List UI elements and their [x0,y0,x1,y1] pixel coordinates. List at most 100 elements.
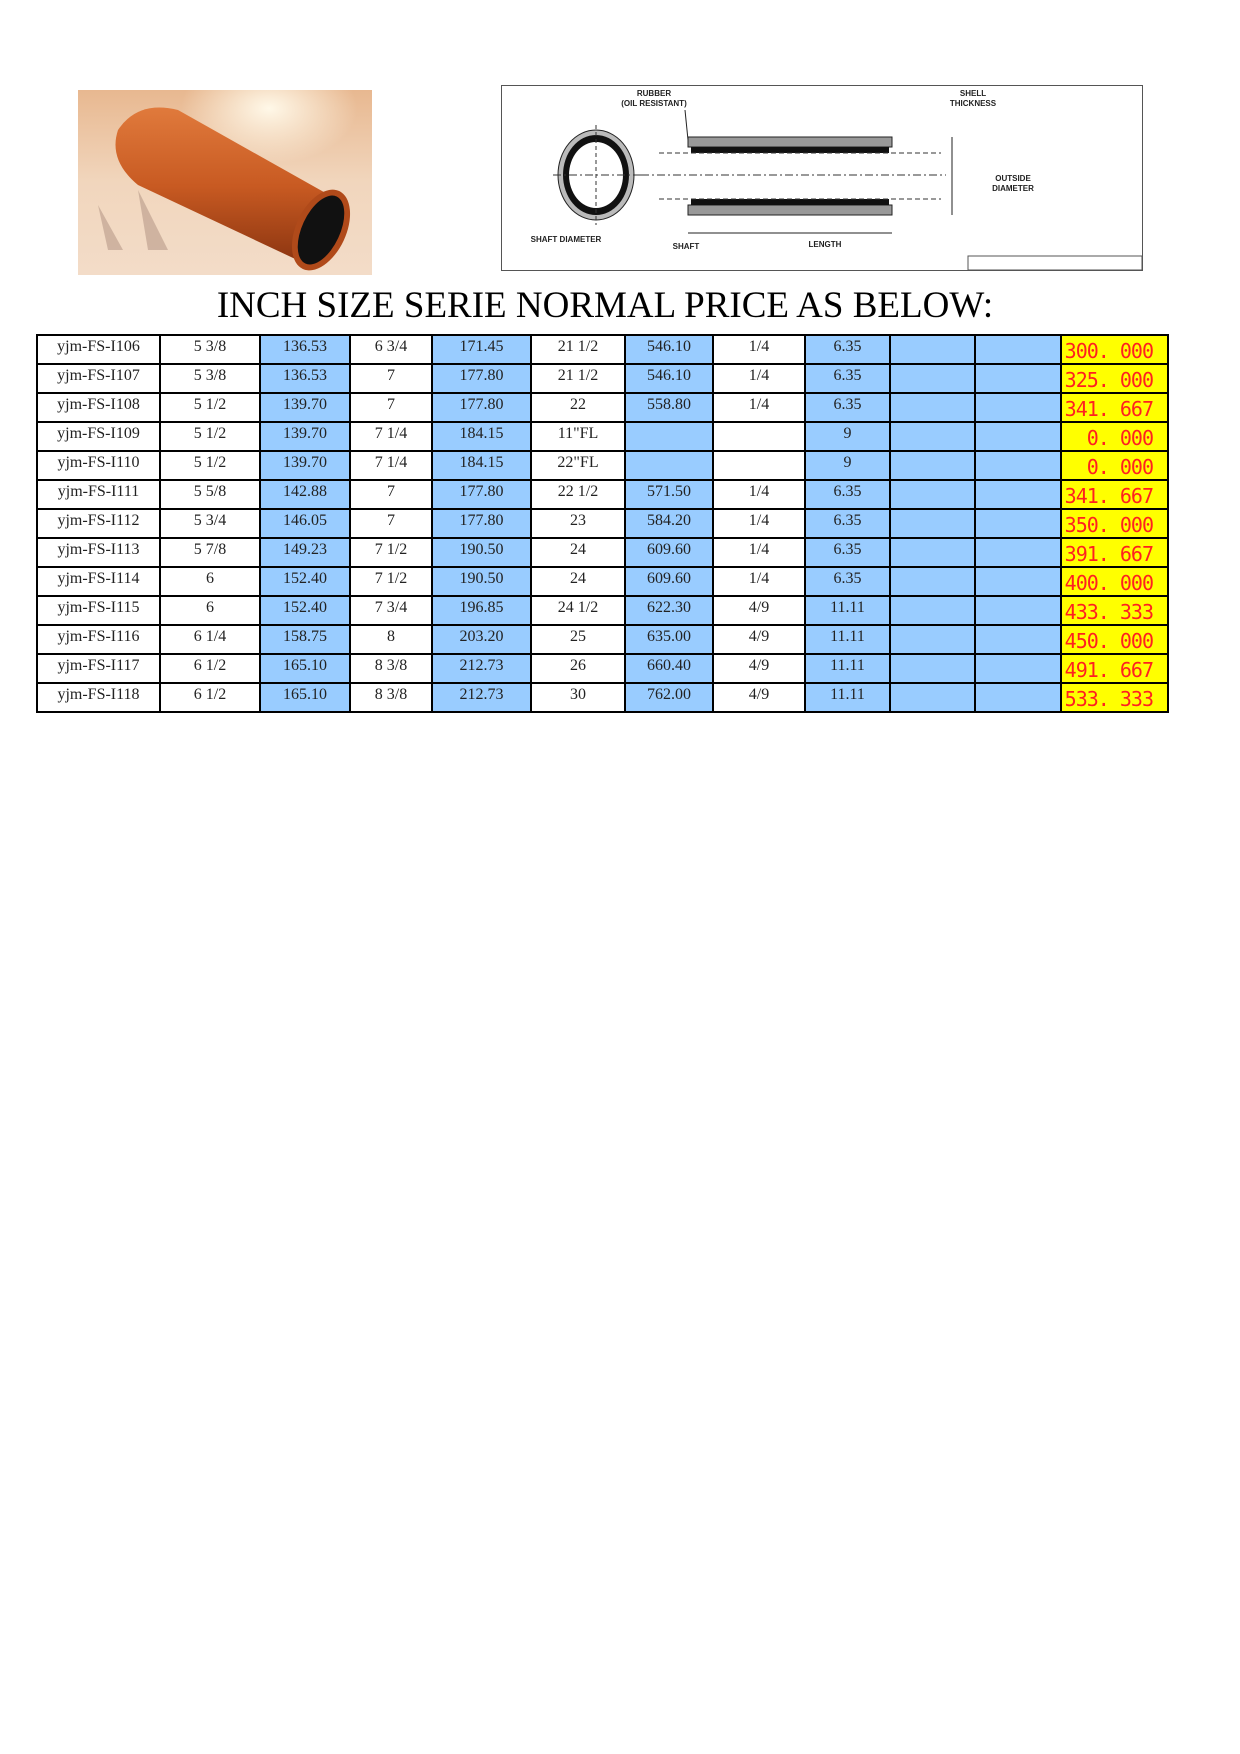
cell-price: 341. 667 [1060,392,1169,423]
cell-length-mm: 635.00 [624,624,714,655]
cell-shell-mm: 6.35 [804,479,891,510]
cell-model: yjm-FS-I110 [36,450,161,481]
cell-length-inch: 21 1/2 [530,334,626,365]
cell-length-mm: 609.60 [624,566,714,597]
cell-shell-mm: 11.11 [804,682,891,713]
cell-model: yjm-FS-I111 [36,479,161,510]
cell-shell-inch [712,450,806,481]
cell-size-inch: 5 3/4 [159,508,261,539]
table-row: yjm-FS-I109 5 1/2 139.70 7 1/4 184.15 11"FL 9 0… [36,421,1169,452]
cell-od-inch: 7 3/4 [349,595,433,626]
label-thickness: THICKNESS [950,99,997,108]
cell-blank-a [889,363,976,394]
cell-price: 325. 000 [1060,363,1169,394]
cell-length-mm: 558.80 [624,392,714,423]
cell-length-inch: 22"FL [530,450,626,481]
cell-size-inch: 6 [159,566,261,597]
cell-shell-inch: 1/4 [712,334,806,365]
cell-price: 400. 000 [1060,566,1169,597]
cell-shell-inch: 4/9 [712,653,806,684]
cell-size-mm: 165.10 [259,682,351,713]
cell-blank-a [889,421,976,452]
label-shaft: SHAFT [673,242,700,251]
cell-model: yjm-FS-I118 [36,682,161,713]
cell-model: yjm-FS-I113 [36,537,161,568]
cell-shell-inch: 4/9 [712,595,806,626]
cell-size-mm: 152.40 [259,566,351,597]
cell-size-mm: 149.23 [259,537,351,568]
cell-shell-inch: 1/4 [712,537,806,568]
table-row: yjm-FS-I115 6 152.40 7 3/4 196.85 24 1/2 622.3… [36,595,1169,626]
cell-price: 0. 000 [1060,421,1169,452]
cell-length-inch: 21 1/2 [530,363,626,394]
cell-blank-a [889,392,976,423]
cell-od-inch: 7 [349,508,433,539]
cell-shell-inch: 4/9 [712,682,806,713]
cell-od-inch: 7 1/4 [349,450,433,481]
cell-blank-a [889,566,976,597]
cell-size-inch: 5 1/2 [159,392,261,423]
cell-length-inch: 24 [530,566,626,597]
cell-model: yjm-FS-I106 [36,334,161,365]
cell-shell-mm: 6.35 [804,566,891,597]
cell-size-inch: 6 1/4 [159,624,261,655]
cell-size-mm: 158.75 [259,624,351,655]
cell-length-inch: 30 [530,682,626,713]
cell-price: 391. 667 [1060,537,1169,568]
cell-model: yjm-FS-I107 [36,363,161,394]
cell-length-mm: 660.40 [624,653,714,684]
cell-length-inch: 25 [530,624,626,655]
cell-length-mm: 546.10 [624,334,714,365]
cell-od-inch: 7 1/2 [349,566,433,597]
label-rubber: RUBBER [637,89,671,98]
cell-size-mm: 139.70 [259,450,351,481]
cell-od-inch: 6 3/4 [349,334,433,365]
cell-shell-mm: 11.11 [804,653,891,684]
cell-shell-mm: 6.35 [804,334,891,365]
cell-price: 300. 000 [1060,334,1169,365]
cell-blank-a [889,624,976,655]
table-row: yjm-FS-I118 6 1/2 165.10 8 3/8 212.73 30 762.0… [36,682,1169,713]
cell-od-inch: 8 3/8 [349,653,433,684]
cell-blank-b [974,392,1062,423]
cell-od-inch: 7 [349,363,433,394]
cell-length-mm: 546.10 [624,363,714,394]
page-title: INCH SIZE SERIE NORMAL PRICE AS BELOW: [216,285,994,326]
cell-model: yjm-FS-I115 [36,595,161,626]
cell-od-inch: 7 [349,479,433,510]
cell-price: 533. 333 [1060,682,1169,713]
cell-blank-a [889,595,976,626]
cell-blank-a [889,682,976,713]
cell-model: yjm-FS-I112 [36,508,161,539]
cell-blank-b [974,363,1062,394]
cell-blank-a [889,479,976,510]
cell-model: yjm-FS-I108 [36,392,161,423]
cell-size-mm: 139.70 [259,421,351,452]
cell-length-mm [624,450,714,481]
table-row: yjm-FS-I113 5 7/8 149.23 7 1/2 190.50 24 609.6… [36,537,1169,568]
cell-blank-b [974,653,1062,684]
cell-shell-inch: 1/4 [712,392,806,423]
label-oil-resistant: (OIL RESISTANT) [621,99,687,108]
cell-model: yjm-FS-I116 [36,624,161,655]
cell-price: 450. 000 [1060,624,1169,655]
cell-od-mm: 184.15 [431,421,532,452]
cell-size-mm: 136.53 [259,363,351,394]
cell-length-mm: 571.50 [624,479,714,510]
cell-blank-a [889,537,976,568]
cell-length-mm: 584.20 [624,508,714,539]
cell-blank-a [889,450,976,481]
cell-price: 350. 000 [1060,508,1169,539]
cell-size-mm: 136.53 [259,334,351,365]
cell-blank-b [974,595,1062,626]
cell-blank-a [889,334,976,365]
cell-model: yjm-FS-I117 [36,653,161,684]
table-row: yjm-FS-I116 6 1/4 158.75 8 203.20 25 635.00 4/9… [36,624,1169,655]
table-row: yjm-FS-I117 6 1/2 165.10 8 3/8 212.73 26 660.4… [36,653,1169,684]
cell-od-mm: 203.20 [431,624,532,655]
cell-length-mm: 622.30 [624,595,714,626]
cell-od-inch: 7 [349,392,433,423]
cell-size-inch: 6 [159,595,261,626]
cell-blank-b [974,566,1062,597]
cell-size-inch: 5 3/8 [159,363,261,394]
